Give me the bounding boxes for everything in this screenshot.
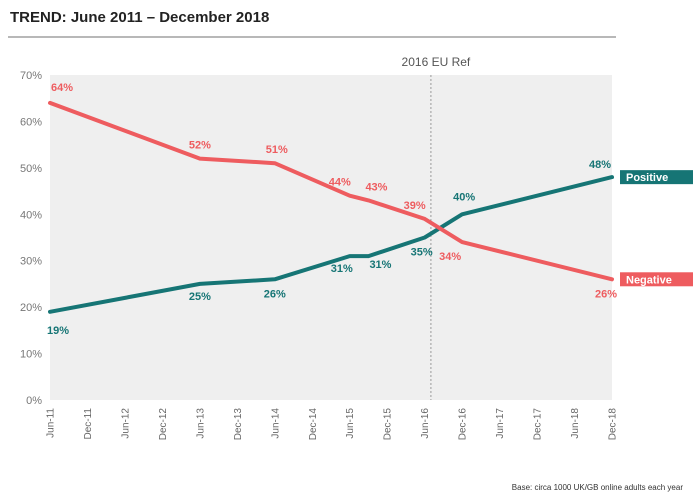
x-tick-label: Jun-16 bbox=[420, 408, 431, 439]
eu-ref-label: 2016 EU Ref bbox=[402, 55, 471, 69]
x-tick-label: Jun-15 bbox=[345, 408, 356, 439]
data-label-negative: 44% bbox=[329, 177, 351, 189]
data-label-positive: 31% bbox=[331, 263, 353, 275]
y-tick-label: 70% bbox=[20, 70, 42, 82]
plot-area bbox=[50, 75, 612, 400]
data-label-negative: 39% bbox=[404, 200, 426, 212]
series-tag-positive bbox=[620, 170, 693, 185]
data-label-positive: 35% bbox=[411, 247, 433, 259]
x-tick-label: Dec-16 bbox=[458, 408, 469, 441]
x-tick-label: Dec-13 bbox=[233, 408, 244, 441]
x-tick-label: Jun-11 bbox=[46, 408, 57, 438]
x-tick-label: Dec-11 bbox=[83, 408, 94, 440]
data-label-negative: 43% bbox=[365, 181, 387, 193]
series-tag-label-negative: Negative bbox=[626, 274, 672, 286]
data-label-negative: 51% bbox=[266, 144, 288, 156]
data-label-negative: 52% bbox=[189, 140, 211, 152]
data-label-positive: 40% bbox=[453, 191, 475, 203]
series-line-positive bbox=[48, 175, 614, 314]
x-tick-label: Dec-14 bbox=[308, 408, 319, 441]
x-tick-label: Dec-15 bbox=[383, 408, 394, 441]
data-label-negative: 34% bbox=[439, 251, 461, 263]
x-tick-label: Dec-17 bbox=[533, 408, 544, 441]
title-rule bbox=[8, 36, 616, 38]
y-tick-label: 40% bbox=[20, 209, 42, 221]
x-tick-label: Jun-18 bbox=[570, 408, 581, 439]
data-label-positive: 25% bbox=[189, 291, 211, 303]
data-label-positive: 19% bbox=[47, 325, 69, 337]
x-tick-label: Dec-12 bbox=[158, 408, 169, 441]
data-label-positive: 26% bbox=[264, 288, 286, 300]
chart-title: TREND: June 2011 – December 2018 bbox=[10, 9, 270, 26]
x-tick-label: Jun-12 bbox=[120, 408, 131, 439]
series-tag-label-positive: Positive bbox=[626, 172, 668, 184]
x-tick-label: Dec-18 bbox=[608, 408, 619, 441]
data-label-negative: 64% bbox=[51, 82, 73, 94]
x-tick-label: Jun-14 bbox=[270, 408, 281, 439]
y-tick-label: 10% bbox=[20, 349, 42, 361]
footnote: Base: circa 1000 UK/GB online adults eac… bbox=[511, 483, 683, 492]
y-tick-label: 20% bbox=[20, 302, 42, 314]
series-tag-negative bbox=[620, 272, 693, 287]
x-tick-label: Jun-17 bbox=[495, 408, 506, 439]
y-tick-label: 30% bbox=[20, 256, 42, 268]
x-tick-label: Jun-13 bbox=[195, 408, 206, 439]
data-label-positive: 48% bbox=[589, 159, 611, 171]
series-line-negative bbox=[48, 100, 614, 282]
y-tick-label: 0% bbox=[26, 395, 42, 407]
data-label-negative: 26% bbox=[595, 288, 617, 300]
y-tick-label: 50% bbox=[20, 163, 42, 175]
y-tick-label: 60% bbox=[20, 116, 42, 128]
data-label-positive: 31% bbox=[369, 259, 391, 271]
